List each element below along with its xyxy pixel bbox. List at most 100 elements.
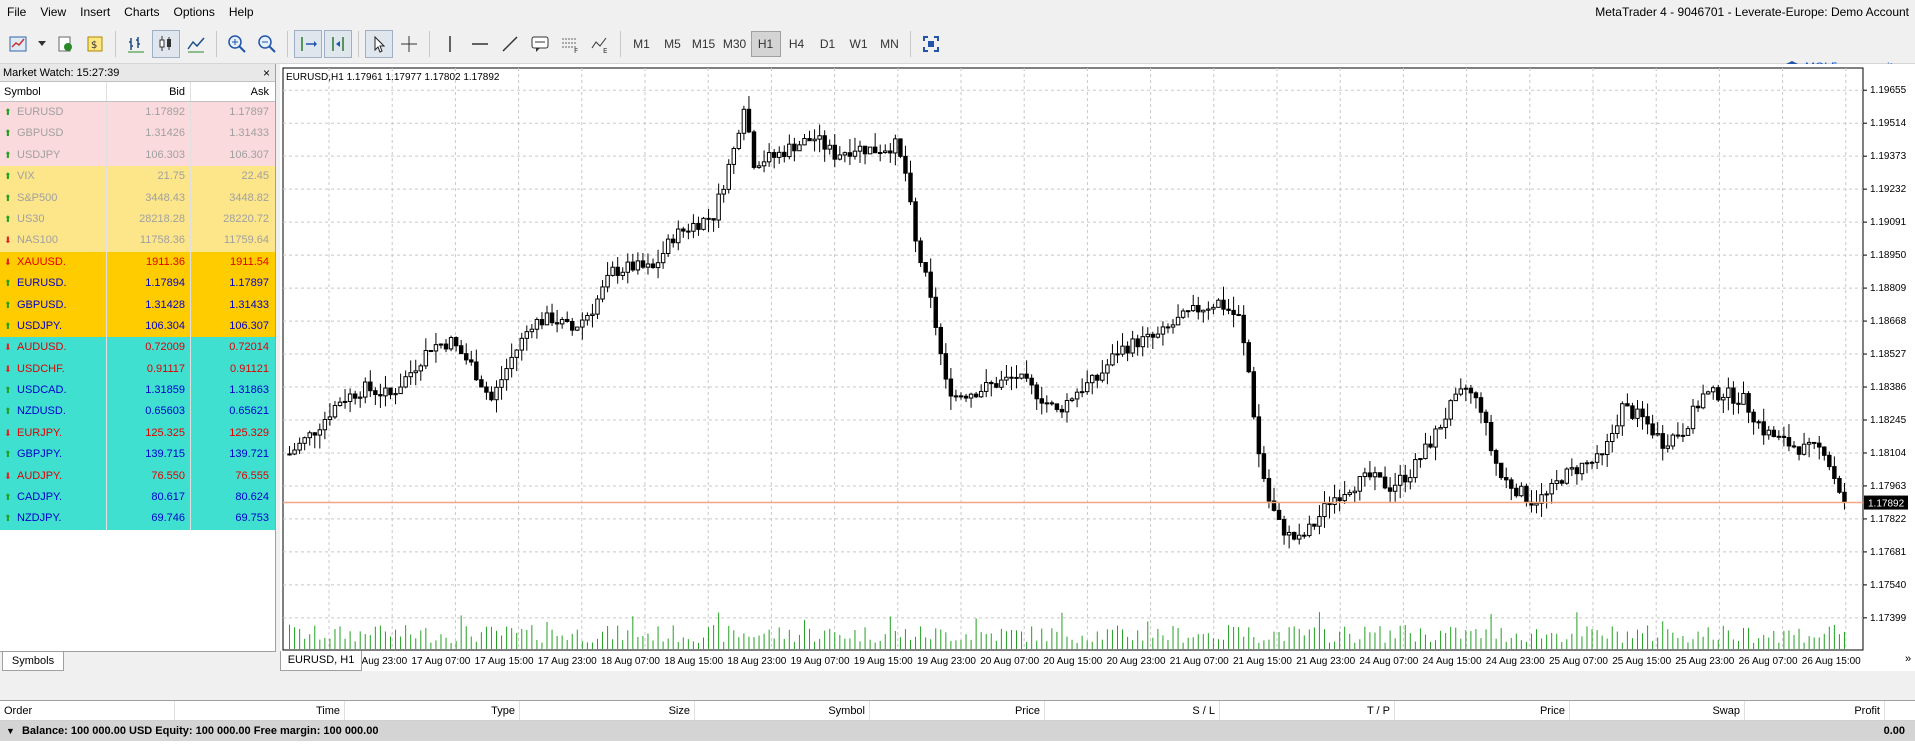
timeframe-mn[interactable]: MN <box>880 36 899 51</box>
market-watch-row[interactable]: ⬆ EURUSD 1.17892 1.17897 <box>0 102 275 124</box>
text-label-icon[interactable] <box>526 30 554 58</box>
candle-body <box>978 390 984 398</box>
autoscroll-icon[interactable] <box>294 29 322 58</box>
terminal-column-header[interactable]: Time <box>175 701 345 720</box>
market-watch-row[interactable]: ⬆ NZDUSD. 0.65603 0.65621 <box>0 401 275 423</box>
line-chart-icon[interactable] <box>182 30 210 58</box>
market-watch-row[interactable]: ⬆ NZDJPY. 69.746 69.753 <box>0 508 275 530</box>
column-header-symbol[interactable]: Symbol <box>4 86 41 98</box>
indicators-icon[interactable]: E <box>586 30 614 58</box>
menu-insert[interactable]: Insert <box>80 5 111 19</box>
market-watch-row[interactable]: ⬆ VIX 21.75 22.45 <box>0 166 275 188</box>
chart-shift-icon[interactable] <box>324 29 352 58</box>
candle-body <box>1135 338 1140 348</box>
timeframe-d1[interactable]: D1 <box>819 36 836 51</box>
market-watch-row[interactable]: ⬆ USDJPY 106.303 106.307 <box>0 144 275 167</box>
candle-body <box>1771 429 1777 438</box>
symbol-label: GBPUSD <box>17 127 64 140</box>
arrow-up-icon: ⬆ <box>4 492 12 503</box>
candle-body <box>817 135 822 140</box>
cursor-icon[interactable] <box>365 29 393 58</box>
bar-chart-icon[interactable] <box>122 30 150 58</box>
fullscreen-icon[interactable] <box>917 30 945 58</box>
price-tick-label: 1.17399 <box>1870 613 1907 624</box>
timeframe-h4[interactable]: H4 <box>788 36 805 51</box>
trendline-icon[interactable] <box>496 30 524 58</box>
zoom-in-icon[interactable] <box>223 30 251 58</box>
vertical-line-icon[interactable] <box>436 30 464 58</box>
ask-cell: 0.65621 <box>190 401 274 423</box>
terminal-column-header[interactable]: S / L <box>1045 701 1220 720</box>
svg-text:F: F <box>574 47 578 54</box>
time-tick-label: 19 Aug 07:00 <box>791 656 850 667</box>
candle-body <box>1090 374 1095 384</box>
horizontal-line-icon[interactable] <box>466 30 494 58</box>
market-watch-row[interactable]: ⬇ EURJPY. 125.325 125.329 <box>0 422 275 445</box>
market-watch-row[interactable]: ⬆ EURUSD. 1.17894 1.17897 <box>0 273 275 295</box>
candle-body <box>1635 408 1640 419</box>
menu-charts[interactable]: Charts <box>124 5 160 19</box>
timeframe-w1[interactable]: W1 <box>849 36 868 51</box>
terminal-column-header[interactable]: Price <box>1395 701 1570 720</box>
market-watch-icon[interactable]: $ <box>81 30 109 58</box>
terminal-column-header[interactable]: Size <box>520 701 695 720</box>
market-watch-row[interactable]: ⬆ S&P500 3448.43 3448.82 <box>0 187 275 209</box>
price-chart[interactable]: 1.19655 1.19514 1.19373 1.19232 1.19091 1.189… <box>280 64 1915 671</box>
terminal-column-header[interactable]: Price <box>870 701 1045 720</box>
market-watch-row[interactable]: ⬇ AUDUSD. 0.72009 0.72014 <box>0 337 275 359</box>
market-watch-row[interactable]: ⬆ GBPUSD. 1.31428 1.31433 <box>0 294 275 316</box>
terminal-column-header[interactable]: Order <box>0 701 175 720</box>
new-chart-icon[interactable] <box>5 30 33 58</box>
candle-body <box>1453 393 1458 402</box>
menu-file[interactable]: File <box>7 5 27 19</box>
column-header-ask[interactable]: Ask <box>190 82 274 101</box>
market-watch-row[interactable]: ⬇ XAUUSD. 1911.36 1911.54 <box>0 251 275 274</box>
market-watch-row[interactable]: ⬆ USDCAD. 1.31859 1.31863 <box>0 380 275 402</box>
candle-body <box>403 376 408 388</box>
tab-eurusd-h1[interactable]: EURUSD, H1 <box>280 651 362 671</box>
market-watch-row[interactable]: ⬆ US30 28218.28 28220.72 <box>0 208 275 231</box>
market-watch-rows: ⬆ EURUSD 1.17892 1.17897 ⬆ GBPUSD 1.31426 1.314… <box>0 102 275 530</box>
timeframe-m30[interactable]: M30 <box>722 36 747 51</box>
timeframe-m5[interactable]: M5 <box>664 36 681 51</box>
market-watch-row[interactable]: ⬆ USDJPY. 106.304 106.307 <box>0 315 275 338</box>
candle-body <box>524 331 530 339</box>
time-tick-label: 21 Aug 15:00 <box>1233 656 1292 667</box>
market-watch-row[interactable]: ⬇ AUDJPY. 76.550 76.555 <box>0 465 275 488</box>
timeframe-m1[interactable]: M1 <box>633 36 650 51</box>
candle-body <box>1655 433 1660 436</box>
market-watch-row[interactable]: ⬆ GBPJPY. 139.715 139.721 <box>0 444 275 466</box>
ask-cell: 11759.64 <box>190 230 274 252</box>
timeframe-h1[interactable]: H1 <box>750 30 781 57</box>
menu-view[interactable]: View <box>40 5 67 19</box>
fibonacci-icon[interactable]: F <box>556 30 584 58</box>
column-header-bid[interactable]: Bid <box>106 82 190 101</box>
terminal-column-header[interactable]: T / P <box>1220 701 1395 720</box>
candle-body <box>989 381 994 385</box>
market-watch-row[interactable]: ⬆ CADJPY. 80.617 80.624 <box>0 487 275 509</box>
price-tick-label: 1.18386 <box>1870 382 1907 393</box>
terminal-column-header[interactable]: Swap <box>1570 701 1745 720</box>
market-watch-row[interactable]: ⬇ NAS100 11758.36 11759.64 <box>0 230 275 252</box>
market-watch-row[interactable]: ⬇ USDCHF. 0.91117 0.91121 <box>0 358 275 381</box>
tab-symbols[interactable]: Symbols <box>2 652 64 671</box>
close-icon[interactable]: × <box>262 66 270 80</box>
candle-body <box>731 148 737 165</box>
market-watch-row[interactable]: ⬆ GBPUSD 1.31426 1.31433 <box>0 123 275 145</box>
menu-options[interactable]: Options <box>173 5 215 19</box>
crosshair-icon[interactable] <box>395 30 423 58</box>
terminal-column-header[interactable]: Profit <box>1745 701 1885 720</box>
timeframe-m15[interactable]: M15 <box>691 36 716 51</box>
ask-cell: 76.555 <box>190 465 274 488</box>
candle-body <box>1236 313 1241 316</box>
candle-body <box>1392 484 1398 492</box>
profiles-icon[interactable] <box>51 30 79 58</box>
menu-help[interactable]: Help <box>228 5 254 19</box>
zoom-out-icon[interactable] <box>253 30 281 58</box>
terminal-column-header[interactable]: Type <box>345 701 520 720</box>
candle-body <box>852 150 858 157</box>
candlestick-icon[interactable] <box>152 29 180 58</box>
terminal-column-header[interactable]: Symbol <box>695 701 870 720</box>
chevron-down-icon[interactable] <box>35 30 49 58</box>
collapse-icon[interactable]: ▼ <box>6 726 15 736</box>
